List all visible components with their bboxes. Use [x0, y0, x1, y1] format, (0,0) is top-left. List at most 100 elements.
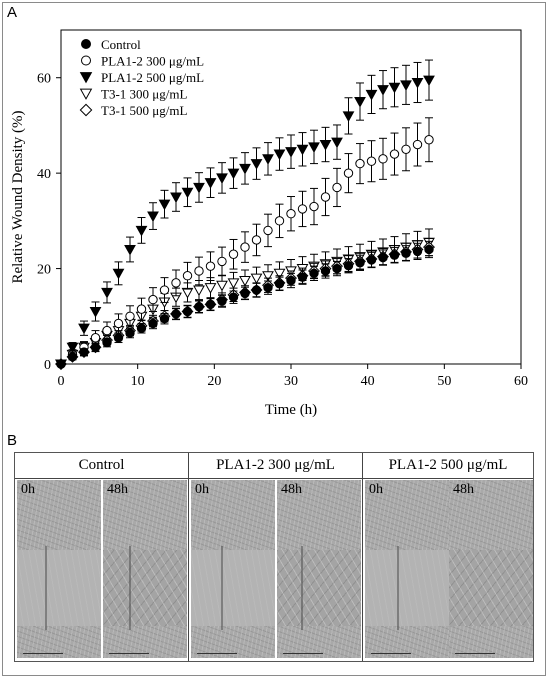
data-point: [113, 333, 124, 343]
data-point: [342, 111, 355, 122]
x-tick-label: 30: [284, 374, 298, 389]
group-title: PLA1-2 300 μg/mL: [189, 453, 362, 479]
data-point: [366, 255, 377, 265]
scale-bar: [371, 653, 411, 654]
data-point: [286, 275, 296, 286]
data-point: [331, 137, 343, 149]
legend-marker: [81, 39, 91, 49]
group-title: PLA1-2 500 μg/mL: [363, 453, 533, 479]
data-point: [182, 271, 193, 281]
scale-bar: [23, 653, 63, 654]
data-point: [193, 182, 205, 194]
chart-axes: 0 10 20 30 40 50 60 0 20 40 60: [37, 29, 528, 389]
data-point: [113, 318, 124, 329]
data-point: [217, 256, 227, 267]
data-point: [227, 168, 240, 180]
data-point: [250, 159, 263, 170]
chart-marks: [55, 59, 435, 371]
micrograph-0h: 0h: [191, 480, 275, 658]
y-tick-label: 40: [37, 167, 51, 182]
data-point: [423, 75, 435, 87]
data-point: [309, 201, 319, 212]
data-point: [262, 271, 274, 282]
data-point: [239, 163, 251, 175]
wound-region: [277, 550, 361, 626]
data-point: [136, 304, 147, 314]
data-point: [365, 89, 378, 101]
data-point: [182, 306, 193, 317]
wound-density-chart: A 0 10 20 30 40 50 60 0 20 40 60 Control PLA1-2 300…: [7, 4, 528, 418]
data-point: [227, 278, 240, 289]
data-point: [124, 244, 136, 256]
legend-label: Control: [101, 37, 141, 52]
group-pla1-2-300: PLA1-2 300 μg/mL 0h 48h: [188, 453, 362, 661]
data-point: [102, 337, 112, 348]
data-point: [148, 318, 158, 329]
data-point: [159, 313, 170, 324]
y-axis-label: Relative Wound Density (%): [10, 110, 26, 283]
data-point: [125, 311, 135, 321]
data-point: [135, 225, 148, 237]
data-point: [424, 244, 434, 255]
legend-label: T3-1 300 μg/mL: [101, 87, 187, 102]
micrograph-48h: 48h: [103, 480, 187, 658]
data-point: [194, 302, 204, 312]
data-point: [320, 192, 331, 202]
x-tick-label: 50: [437, 374, 451, 389]
y-tick-label: 20: [37, 263, 51, 278]
panel-a-label: A: [7, 4, 17, 21]
y-tick-label: 0: [44, 358, 51, 373]
scratch-line: [45, 546, 47, 630]
group-control: Control 0h 48h: [15, 453, 188, 661]
timepoint-label: 48h: [107, 482, 128, 497]
data-point: [354, 97, 366, 108]
data-point: [240, 242, 250, 252]
legend-label: PLA1-2 500 μg/mL: [101, 70, 204, 85]
data-point: [250, 273, 263, 285]
data-point: [79, 347, 89, 357]
data-point: [171, 278, 181, 288]
data-point: [273, 149, 286, 161]
data-point: [217, 296, 227, 306]
wound-region: [103, 550, 187, 626]
data-point: [286, 209, 296, 219]
data-point: [389, 149, 400, 159]
data-point: [193, 285, 205, 297]
data-point: [112, 268, 125, 280]
data-point: [377, 85, 389, 96]
data-point: [171, 309, 181, 319]
data-point: [101, 287, 113, 299]
data-point: [296, 144, 309, 156]
timepoint-label: 48h: [281, 482, 302, 497]
data-point: [297, 204, 308, 214]
micrograph-48h: 48h: [449, 480, 533, 658]
data-point: [194, 266, 204, 276]
micrograph-48h: 48h: [277, 480, 361, 658]
x-tick-label: 0: [58, 374, 65, 389]
data-point: [205, 261, 216, 271]
data-point: [251, 285, 262, 295]
data-point: [378, 252, 388, 263]
scratch-line: [301, 546, 303, 630]
data-point: [263, 225, 273, 236]
data-point: [170, 192, 182, 204]
data-point: [424, 135, 434, 145]
x-tick-label: 60: [514, 374, 528, 389]
wound-region: [191, 550, 275, 626]
data-point: [285, 147, 297, 158]
series-0: [56, 240, 434, 369]
data-point: [343, 261, 354, 271]
data-point: [332, 182, 342, 193]
data-point: [204, 283, 217, 294]
data-point: [355, 258, 365, 268]
data-point: [125, 328, 135, 338]
data-point: [67, 352, 78, 362]
scale-bar: [197, 653, 237, 654]
data-point: [102, 325, 112, 336]
scale-bar: [455, 653, 495, 654]
data-point: [204, 178, 217, 189]
data-point: [55, 359, 67, 371]
series-2: [55, 59, 435, 371]
y-tick-label: 60: [37, 72, 51, 87]
